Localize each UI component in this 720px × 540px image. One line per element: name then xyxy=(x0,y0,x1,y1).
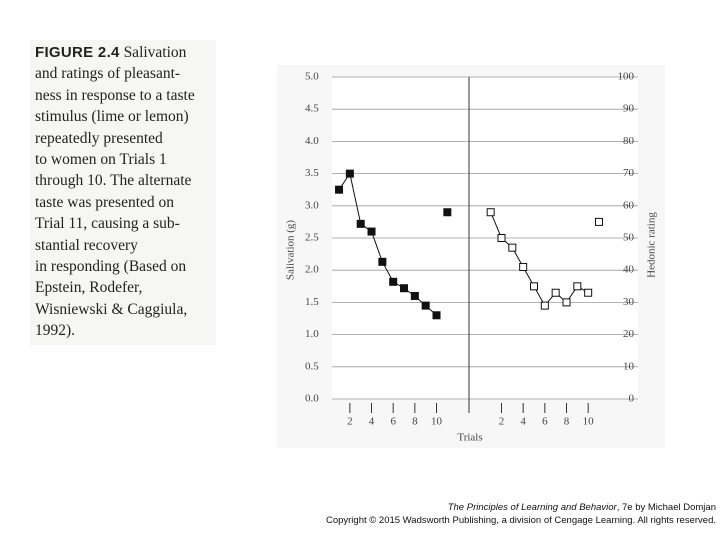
y2-tick-label: 70 xyxy=(623,167,635,179)
y-tick-label: 2.5 xyxy=(305,232,319,244)
copyright: Copyright © 2015 Wadsworth Publishing, a… xyxy=(325,515,716,526)
caption-text: through 10. The alternate xyxy=(35,172,192,190)
series-line xyxy=(338,172,437,316)
x-tick-label: 8 xyxy=(564,416,570,428)
data-point xyxy=(530,282,538,291)
y-tick-label: 3.5 xyxy=(305,167,319,179)
y-tick-label: 0.5 xyxy=(305,360,319,372)
y2-tick-label: 20 xyxy=(623,328,635,340)
caption-text: repeatedly presented xyxy=(35,129,163,147)
data-point xyxy=(335,185,344,194)
test-point xyxy=(595,217,603,226)
data-point xyxy=(400,284,409,293)
data-point xyxy=(410,291,419,300)
y2-tick-label: 40 xyxy=(623,264,635,276)
y-tick-label: 2.0 xyxy=(305,264,319,276)
x-tick-label: 4 xyxy=(520,416,526,428)
caption-line: taste was presented on xyxy=(35,192,216,213)
y2-tick-label: 100 xyxy=(618,71,635,83)
x-tick-label: 8 xyxy=(412,416,418,428)
test-point xyxy=(443,208,452,217)
data-point xyxy=(356,219,365,228)
caption-text: stimulus (lime or lemon) xyxy=(35,108,189,126)
data-point xyxy=(508,243,517,252)
caption-text: Epstein, Rodefer, xyxy=(35,279,143,297)
y-tick-label: 5.0 xyxy=(305,71,319,83)
data-point xyxy=(551,288,560,297)
caption-text: to women on Trials 1 xyxy=(35,151,167,169)
caption-line: ness in response to a taste xyxy=(35,85,216,106)
x-tick-label: 10 xyxy=(431,416,443,428)
y-tick-label: 1.5 xyxy=(305,296,319,308)
caption-text: Wisniewski & Caggiula, xyxy=(35,300,188,318)
x-axis-label: Trials xyxy=(457,432,482,444)
footer: The Principles of Learning and Behavior,… xyxy=(326,501,716,527)
y-tick-label: 4.0 xyxy=(305,135,319,147)
y-axis-label: Salivation (g) xyxy=(285,220,297,281)
caption-text: Salivation xyxy=(123,44,187,61)
data-point xyxy=(389,277,398,286)
caption-text: ness in response to a taste xyxy=(35,86,195,104)
caption-line: FIGURE 2.4 Salivation xyxy=(35,42,216,63)
y2-tick-label: 90 xyxy=(623,103,635,115)
caption-line: repeatedly presented xyxy=(35,128,216,149)
caption-line: through 10. The alternate xyxy=(35,170,216,191)
caption-line: Epstein, Rodefer, xyxy=(35,277,216,298)
data-point xyxy=(486,208,495,217)
caption-line: Trial 11, causing a sub- xyxy=(35,213,216,234)
caption-line: Wisniewski & Caggiula, xyxy=(35,299,216,320)
caption-line: 1992). xyxy=(35,320,216,341)
y2-axis-label: Hedonic rating xyxy=(646,212,658,278)
y-tick-label: 4.5 xyxy=(305,103,319,115)
y2-tick-label: 50 xyxy=(623,232,635,244)
data-point xyxy=(562,298,571,307)
x-tick-label: 6 xyxy=(542,416,548,428)
caption-text: stantial recovery xyxy=(35,236,138,254)
data-point xyxy=(584,288,593,297)
caption-line: stantial recovery xyxy=(35,235,216,256)
caption-text: in responding (Based on xyxy=(35,258,187,276)
data-point xyxy=(573,282,582,291)
y2-tick-label: 0 xyxy=(629,393,635,405)
y2-tick-label: 30 xyxy=(623,296,635,308)
series-line xyxy=(490,212,589,307)
y2-tick-label: 10 xyxy=(623,360,635,372)
y-tick-label: 1.0 xyxy=(305,328,319,340)
y-tick-label: 3.0 xyxy=(305,199,319,211)
data-point xyxy=(345,169,354,178)
caption-line: stimulus (lime or lemon) xyxy=(35,106,216,127)
x-tick-label: 10 xyxy=(583,416,595,428)
data-point xyxy=(378,257,387,266)
x-tick-label: 4 xyxy=(369,416,375,428)
caption-line: and ratings of pleasant- xyxy=(35,63,216,84)
data-point xyxy=(432,311,441,320)
caption-text: and ratings of pleasant- xyxy=(35,65,181,83)
y2-tick-label: 80 xyxy=(623,135,635,147)
data-point xyxy=(367,227,376,236)
x-tick-label: 2 xyxy=(347,416,353,428)
data-point xyxy=(540,301,549,310)
caption-text: taste was presented on xyxy=(35,193,175,211)
caption-line: to women on Trials 1 xyxy=(35,149,216,170)
caption-text: 1992). xyxy=(35,322,76,340)
figure-label: FIGURE 2.4 xyxy=(35,44,120,61)
y2-tick-label: 60 xyxy=(623,199,635,211)
y-tick-label: 0.0 xyxy=(305,393,319,405)
data-point xyxy=(421,301,430,310)
data-point xyxy=(519,262,528,271)
data-point xyxy=(497,234,506,242)
figure-caption: FIGURE 2.4 Salivation and ratings of plea… xyxy=(30,40,216,345)
book-title: The Principles of Learning and Behavior xyxy=(447,502,617,513)
credit: The Principles of Learning and Behavior,… xyxy=(326,501,716,514)
edition: , 7e by Michael Domjan xyxy=(616,502,716,513)
caption-text: Trial 11, causing a sub- xyxy=(35,215,180,233)
x-tick-label: 2 xyxy=(499,416,505,428)
caption-line: in responding (Based on xyxy=(35,256,216,277)
x-tick-label: 6 xyxy=(390,416,396,428)
